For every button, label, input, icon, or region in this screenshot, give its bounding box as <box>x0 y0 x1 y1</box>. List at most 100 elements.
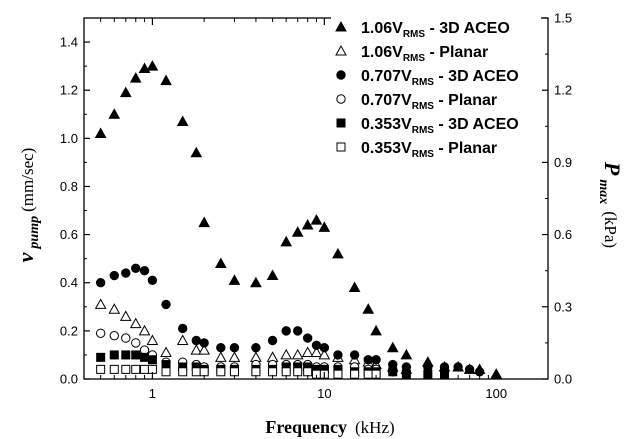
x-axis-title: Frequency (kHz) <box>265 417 394 437</box>
data-point <box>311 340 322 351</box>
data-point <box>199 367 209 377</box>
data-point <box>333 369 343 379</box>
y-tick-label: 0.8 <box>60 179 78 194</box>
legend-label-subscript: RMS <box>403 53 426 64</box>
svg-text:P max (kPa): P max (kPa) <box>596 161 625 248</box>
legend-marker <box>336 94 346 104</box>
data-point <box>176 115 189 126</box>
x-tick-label: 100 <box>485 386 507 401</box>
data-point <box>109 364 119 374</box>
data-point <box>370 324 382 336</box>
y-tick-label: 1.2 <box>60 83 78 98</box>
data-point <box>96 352 106 362</box>
data-point <box>131 364 141 374</box>
data-point <box>119 310 132 321</box>
legend-marker <box>335 44 347 56</box>
legend-marker <box>336 70 346 80</box>
data-point <box>191 335 201 346</box>
x-tick-label: 10 <box>317 386 331 401</box>
legend-label-voltage: 0.707V <box>361 68 412 85</box>
data-point <box>216 343 226 353</box>
data-point <box>268 367 278 377</box>
legend-entry-bg <box>331 136 541 158</box>
data-point <box>198 344 211 355</box>
legend-entry-bg <box>331 64 541 86</box>
data-point <box>139 266 150 276</box>
data-point <box>318 348 331 360</box>
legend-marker <box>335 20 347 32</box>
data-point <box>214 257 227 268</box>
data-point <box>228 351 241 362</box>
legend-entry-bg <box>331 40 541 62</box>
data-point <box>177 323 188 334</box>
data-point <box>109 350 119 360</box>
data-point <box>386 341 399 353</box>
data-point <box>229 367 239 377</box>
data-point <box>301 218 314 230</box>
legend-label-voltage: 0.353V <box>361 116 412 133</box>
legend-label-type: - 3D ACEO <box>434 116 519 133</box>
legend-label-type: - Planar <box>434 92 497 109</box>
data-point <box>216 367 226 377</box>
series-6 <box>96 364 381 379</box>
data-point <box>292 326 303 336</box>
data-point <box>131 338 141 348</box>
x-axis-title-main: Frequency <box>265 417 347 437</box>
data-point <box>310 214 323 225</box>
legend-label: 0.353VRMS - 3D ACEO <box>361 116 519 136</box>
legend-entry-1: 1.06VRMS - 3D ACEO <box>331 16 541 40</box>
y2-tick-label: 0.6 <box>554 227 572 242</box>
legend-label: 0.353VRMS - Planar <box>361 140 497 160</box>
data-point <box>161 367 171 377</box>
data-point <box>131 350 141 360</box>
y-axis-title-unit: (mm/sec) <box>18 148 37 212</box>
data-point <box>280 235 293 247</box>
data-markers <box>94 60 503 379</box>
data-point <box>214 351 227 362</box>
data-point <box>281 367 291 377</box>
data-point <box>121 364 131 374</box>
legend-marker <box>336 142 346 152</box>
legend-label-subscript: RMS <box>412 101 435 112</box>
data-point <box>147 355 157 365</box>
legend-label-subscript: RMS <box>412 125 435 136</box>
legend-label-subscript: RMS <box>412 149 435 160</box>
legend-label: 1.06VRMS - Planar <box>361 44 488 64</box>
y2-axis-title: P max (kPa) <box>596 161 625 248</box>
data-point <box>333 350 343 360</box>
data-point <box>310 346 323 358</box>
y2-tick-label: 0.3 <box>554 299 572 314</box>
y2-tick-label: 0.9 <box>554 155 572 170</box>
data-point <box>109 330 119 341</box>
data-point <box>280 348 293 360</box>
data-point <box>464 364 475 375</box>
data-point <box>138 324 151 336</box>
data-point <box>129 72 142 83</box>
data-point <box>371 355 381 365</box>
data-point <box>349 350 360 360</box>
x-tick-label: 1 <box>149 386 156 401</box>
data-point <box>146 60 159 71</box>
y-tick-label: 1.0 <box>60 131 78 146</box>
y2-axis-title-unit: (kPa) <box>601 211 620 248</box>
legend-label-type: - Planar <box>434 140 497 157</box>
data-point <box>302 333 313 343</box>
data-point <box>228 274 241 285</box>
data-point <box>388 367 398 377</box>
svg-text:v pump (mm/sec): v pump (mm/sec) <box>13 148 42 263</box>
data-point <box>362 303 375 314</box>
y-tick-label: 0.2 <box>60 323 78 338</box>
legend-label-type: - Planar <box>425 44 488 61</box>
data-point <box>453 362 463 372</box>
data-point <box>251 367 261 377</box>
data-point <box>121 350 131 360</box>
data-point <box>350 369 360 379</box>
legend-label: 1.06VRMS - 3D ACEO <box>361 20 510 40</box>
data-point <box>96 364 106 374</box>
legend-label-voltage: 1.06V <box>361 20 403 37</box>
y-tick-label: 0.0 <box>60 372 78 387</box>
series-3 <box>95 263 485 377</box>
data-point <box>160 346 172 358</box>
svg-text:Frequency (kHz): Frequency (kHz) <box>265 417 394 437</box>
